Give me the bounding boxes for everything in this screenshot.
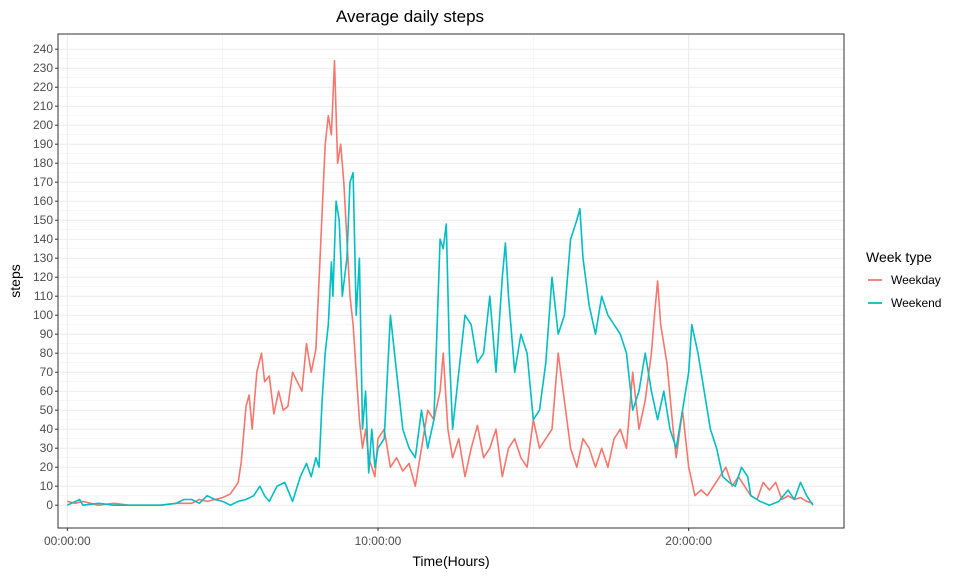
legend: Week type Weekday Weekend	[866, 249, 941, 312]
y-tick-label: 210	[33, 99, 53, 113]
y-tick-label: 230	[33, 61, 53, 75]
legend-title: Week type	[866, 249, 932, 265]
y-tick-label: 170	[33, 175, 53, 189]
minor-gridlines	[58, 34, 844, 528]
y-tick-label: 220	[33, 80, 53, 94]
y-tick-label: 30	[40, 441, 54, 455]
plot-panel	[57, 33, 845, 529]
plot-border	[57, 33, 845, 529]
chart-title: Average daily steps	[336, 7, 484, 26]
y-tick-label: 50	[40, 403, 54, 417]
legend-label-weekday: Weekday	[891, 273, 941, 287]
y-tick-label: 190	[33, 137, 53, 151]
y-tick-label: 140	[33, 232, 53, 246]
y-tick-label: 150	[33, 213, 53, 227]
y-tick-label: 160	[33, 194, 53, 208]
y-axis-title: steps	[7, 264, 23, 297]
y-tick-label: 120	[33, 270, 53, 284]
major-gridlines	[58, 34, 844, 528]
y-axis-ticks: 0 10 20 30 40 50 60 70 80 90 100 110 120 130 140 150 160…	[33, 42, 58, 512]
series-lines	[66, 59, 814, 506]
y-tick-label: 20	[40, 460, 54, 474]
x-tick-label: 10:00:00	[355, 534, 402, 548]
y-tick-label: 70	[40, 365, 54, 379]
y-tick-label: 180	[33, 156, 53, 170]
legend-label-weekend: Weekend	[891, 296, 941, 310]
x-tick-label: 00:00:00	[44, 534, 91, 548]
y-tick-label: 100	[33, 308, 53, 322]
series-line-weekend	[66, 171, 814, 506]
y-tick-label: 130	[33, 251, 53, 265]
y-tick-label: 80	[40, 346, 54, 360]
y-tick-label: 0	[46, 498, 53, 512]
y-tick-label: 60	[40, 384, 54, 398]
y-tick-label: 110	[34, 289, 53, 303]
y-tick-label: 90	[40, 327, 54, 341]
x-tick-label: 20:00:00	[665, 534, 712, 548]
y-tick-label: 10	[40, 479, 54, 493]
x-axis-title: Time(Hours)	[412, 553, 489, 569]
y-tick-label: 40	[40, 422, 54, 436]
x-axis-ticks: 00:00:00 10:00:00 20:00:00	[44, 528, 712, 548]
y-tick-label: 240	[33, 42, 53, 56]
y-tick-label: 200	[33, 118, 53, 132]
